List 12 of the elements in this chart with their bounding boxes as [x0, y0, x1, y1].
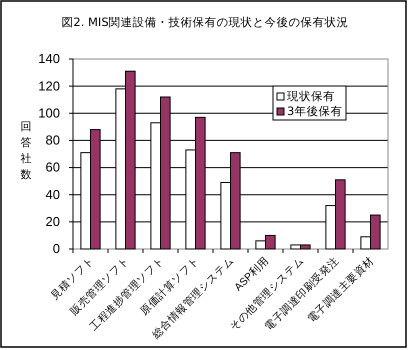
legend-label: 3年後保有 [287, 104, 342, 118]
y-tick-label: 100 [38, 105, 60, 120]
y-tick-label: 140 [38, 51, 60, 66]
y-tick-label: 120 [38, 78, 60, 94]
y-tick-label: 60 [46, 160, 60, 175]
y-axis-title: 回答社数 [20, 120, 32, 181]
y-tick-label: 20 [46, 214, 60, 230]
chart-title: 図2. MIS関連設備・技術保有の現状と今後の保有状況 [61, 15, 349, 29]
legend-label: 現状保有 [287, 89, 335, 103]
y-tick-label: 0 [52, 241, 60, 256]
y-tick-label: 80 [46, 132, 60, 148]
y-tick-label: 40 [46, 186, 60, 202]
